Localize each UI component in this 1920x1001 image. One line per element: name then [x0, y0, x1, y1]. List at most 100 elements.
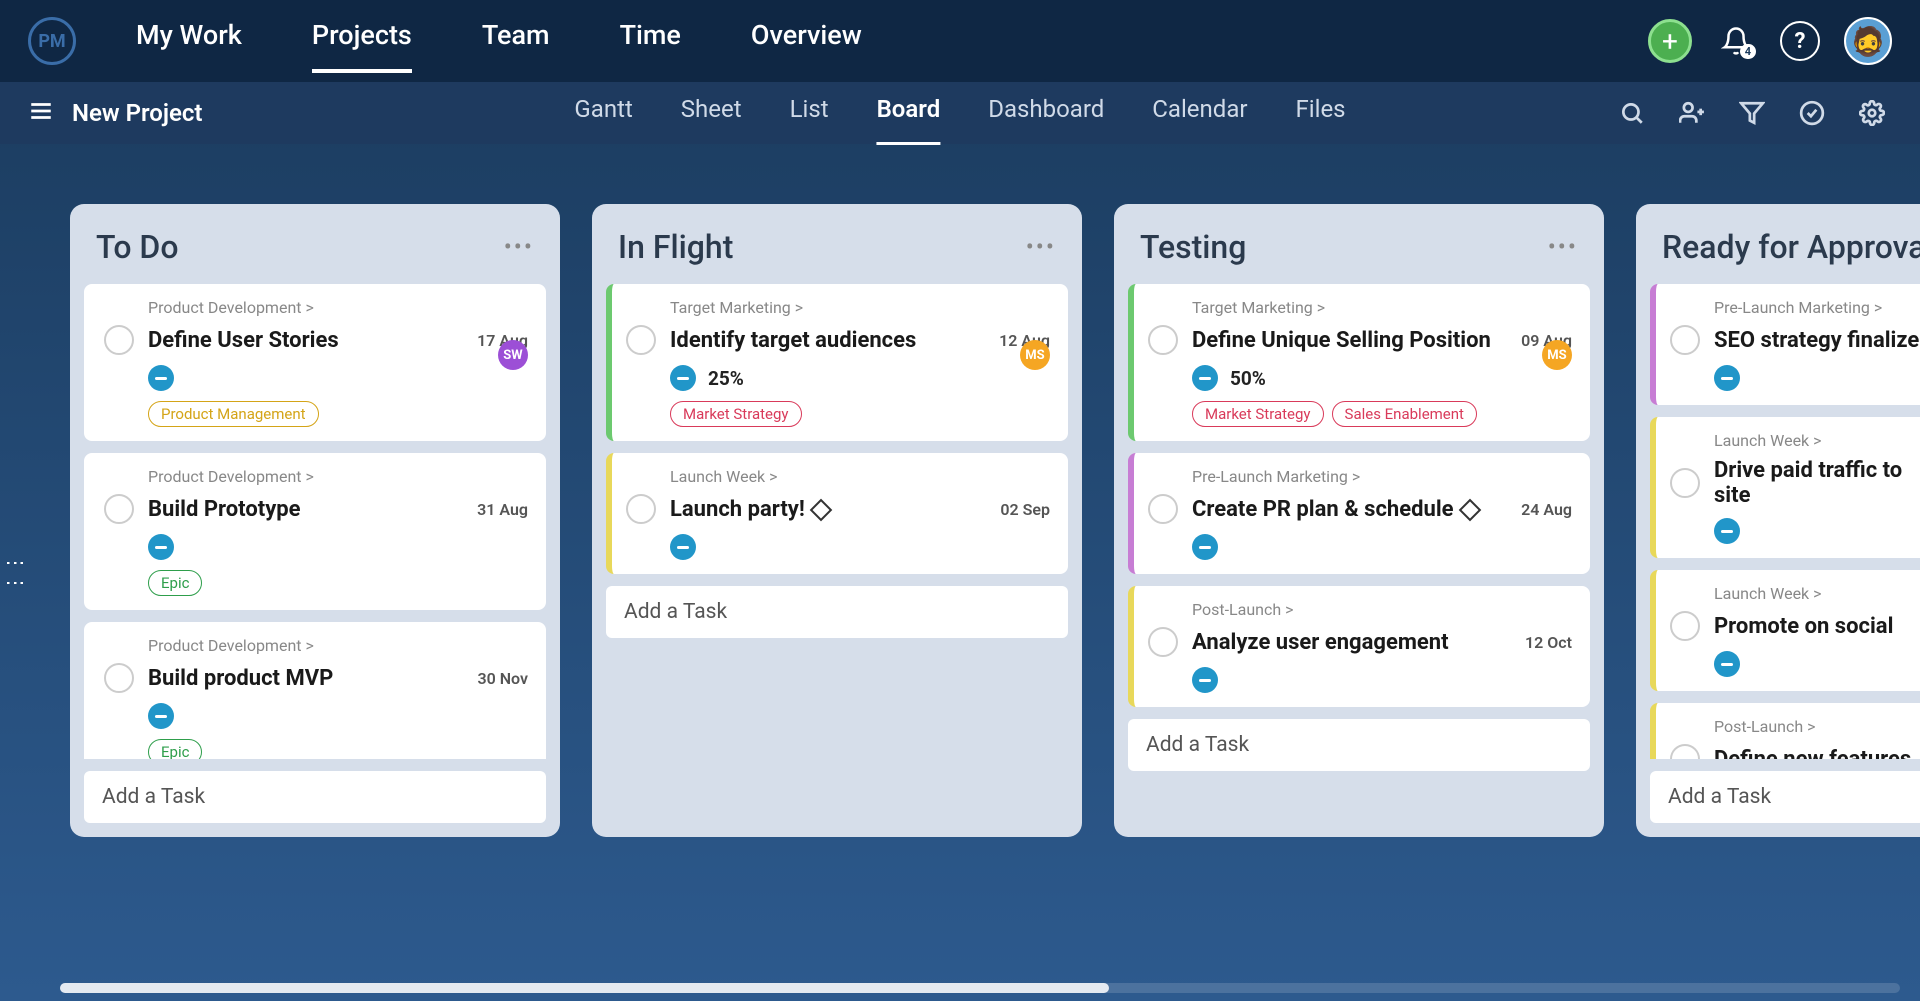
task-checkbox[interactable] — [1670, 611, 1700, 641]
horizontal-scrollbar[interactable] — [60, 983, 1900, 993]
priority-icon[interactable] — [670, 534, 696, 560]
view-tab-calendar[interactable]: Calendar — [1152, 95, 1247, 131]
task-card[interactable]: Launch Week > Promote on social — [1650, 570, 1920, 691]
gear-icon[interactable] — [1852, 93, 1892, 133]
view-tab-sheet[interactable]: Sheet — [681, 95, 742, 131]
column-title: Testing — [1140, 228, 1246, 266]
notifications-icon[interactable]: 4 — [1716, 21, 1756, 61]
card-title: Drive paid traffic to site — [1714, 458, 1920, 508]
task-checkbox[interactable] — [1148, 325, 1178, 355]
add-task-button[interactable]: Add a Task — [84, 771, 546, 823]
topnav-item-my-work[interactable]: My Work — [136, 19, 242, 63]
task-checkbox[interactable] — [626, 494, 656, 524]
view-tab-list[interactable]: List — [790, 95, 829, 131]
card-category[interactable]: Pre-Launch Marketing > — [1714, 298, 1920, 317]
filter-icon[interactable] — [1732, 93, 1772, 133]
task-checkbox[interactable] — [1670, 325, 1700, 355]
add-user-icon[interactable] — [1672, 93, 1712, 133]
priority-icon[interactable] — [1714, 365, 1740, 391]
scrollbar-thumb[interactable] — [60, 983, 1109, 993]
task-card[interactable]: Target Marketing >Define Unique Selling … — [1128, 284, 1590, 441]
view-tab-files[interactable]: Files — [1296, 95, 1346, 131]
tag-list: Market Strategy — [670, 401, 1050, 427]
card-category[interactable]: Post-Launch > — [1714, 717, 1920, 736]
add-task-button[interactable]: Add a Task — [606, 586, 1068, 638]
add-task-button[interactable]: Add a Task — [1650, 771, 1920, 823]
tag[interactable]: Sales Enablement — [1332, 401, 1477, 427]
priority-icon[interactable] — [670, 365, 696, 391]
add-button[interactable]: + — [1648, 19, 1692, 63]
card-category[interactable]: Target Marketing > — [1192, 298, 1572, 317]
assignee-avatar[interactable]: SW — [498, 340, 528, 370]
task-checkbox[interactable] — [104, 494, 134, 524]
card-category[interactable]: Launch Week > — [670, 467, 1050, 486]
card-category[interactable]: Target Marketing > — [670, 298, 1050, 317]
user-avatar[interactable]: 🧔 — [1844, 17, 1892, 65]
app-logo[interactable]: PM — [28, 17, 76, 65]
task-checkbox[interactable] — [104, 663, 134, 693]
tag[interactable]: Market Strategy — [670, 401, 802, 427]
task-checkbox[interactable] — [1670, 468, 1700, 498]
task-card[interactable]: Target Marketing >Identify target audien… — [606, 284, 1068, 441]
priority-icon[interactable] — [1714, 651, 1740, 677]
task-card[interactable]: Post-Launch >Define new features — [1650, 703, 1920, 759]
topnav-item-projects[interactable]: Projects — [312, 19, 412, 63]
priority-icon[interactable] — [1714, 518, 1740, 544]
view-tab-board[interactable]: Board — [877, 95, 941, 131]
task-card[interactable]: Launch Week > Drive paid traffic to site — [1650, 417, 1920, 558]
column-menu-icon[interactable]: ••• — [504, 233, 534, 261]
add-task-button[interactable]: Add a Task — [1128, 719, 1590, 771]
priority-icon[interactable] — [1192, 534, 1218, 560]
task-checkbox[interactable] — [104, 325, 134, 355]
tag[interactable]: Market Strategy — [1192, 401, 1324, 427]
topnav-item-overview[interactable]: Overview — [751, 19, 862, 63]
priority-icon[interactable] — [148, 703, 174, 729]
tag[interactable]: Epic — [148, 739, 202, 759]
card-category[interactable]: Post-Launch > — [1192, 600, 1572, 619]
card-category[interactable]: Pre-Launch Marketing > — [1192, 467, 1572, 486]
top-nav: My Work Projects Team Time Overview — [136, 19, 862, 63]
top-nav-right: + 4 ? 🧔 — [1648, 17, 1892, 65]
task-card[interactable]: Pre-Launch Marketing > SEO strategy final… — [1650, 284, 1920, 405]
tag-list: Epic — [148, 739, 528, 759]
board-column: In Flight•••Target Marketing >Identify t… — [592, 204, 1082, 837]
task-checkbox[interactable] — [1670, 744, 1700, 759]
priority-icon[interactable] — [1192, 667, 1218, 693]
task-checkbox[interactable] — [1148, 627, 1178, 657]
project-name[interactable]: New Project — [72, 99, 202, 127]
column-menu-icon[interactable]: ••• — [1548, 233, 1578, 261]
column-menu-icon[interactable]: ••• — [1026, 233, 1056, 261]
task-checkbox[interactable] — [626, 325, 656, 355]
task-card[interactable]: Post-Launch >Analyze user engagement12 O… — [1128, 586, 1590, 707]
task-card[interactable]: Product Development >Build product MVP30… — [84, 622, 546, 759]
view-tab-dashboard[interactable]: Dashboard — [988, 95, 1104, 131]
card-category[interactable]: Product Development > — [148, 467, 528, 486]
view-tab-gantt[interactable]: Gantt — [574, 95, 632, 131]
topnav-item-team[interactable]: Team — [482, 19, 550, 63]
search-icon[interactable] — [1612, 93, 1652, 133]
card-category[interactable]: Launch Week > — [1714, 584, 1920, 603]
task-card[interactable]: Product Development >Define User Stories… — [84, 284, 546, 441]
card-title: SEO strategy finalized — [1714, 328, 1920, 353]
priority-icon[interactable] — [1192, 365, 1218, 391]
task-card[interactable]: Pre-Launch Marketing >Create PR plan & s… — [1128, 453, 1590, 574]
hamburger-icon[interactable] — [28, 98, 54, 128]
task-card[interactable]: Launch Week >Launch party!02 Sep — [606, 453, 1068, 574]
assignee-avatar[interactable]: MS — [1020, 340, 1050, 370]
kanban-board: To Do•••Product Development >Define User… — [0, 144, 1920, 857]
task-checkbox[interactable] — [1148, 494, 1178, 524]
topnav-item-time[interactable]: Time — [620, 19, 681, 63]
card-list: Target Marketing >Define Unique Selling … — [1128, 284, 1590, 707]
card-category[interactable]: Product Development > — [148, 298, 528, 317]
task-card[interactable]: Product Development >Build Prototype31 A… — [84, 453, 546, 610]
card-category[interactable]: Launch Week > — [1714, 431, 1920, 450]
assignee-avatar[interactable]: MS — [1542, 340, 1572, 370]
priority-icon[interactable] — [148, 534, 174, 560]
card-title: Promote on social — [1714, 614, 1920, 639]
help-icon[interactable]: ? — [1780, 21, 1820, 61]
check-circle-icon[interactable] — [1792, 93, 1832, 133]
card-category[interactable]: Product Development > — [148, 636, 528, 655]
tag[interactable]: Epic — [148, 570, 202, 596]
tag[interactable]: Product Management — [148, 401, 319, 427]
priority-icon[interactable] — [148, 365, 174, 391]
